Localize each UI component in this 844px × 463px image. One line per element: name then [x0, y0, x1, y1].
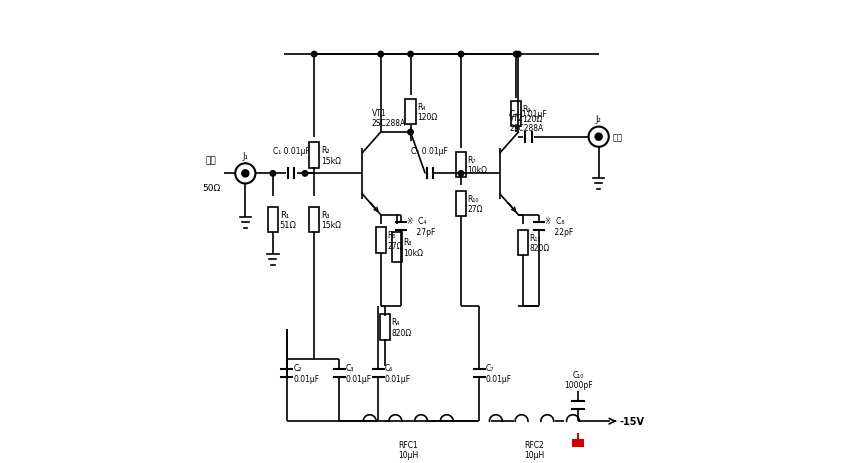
Text: C₅ 0.01μF: C₅ 0.01μF [411, 147, 448, 156]
Text: VT2
2SC288A: VT2 2SC288A [509, 113, 544, 133]
Text: R₇
10kΩ: R₇ 10kΩ [468, 155, 488, 175]
Text: C₇
0.01μF: C₇ 0.01μF [486, 363, 512, 383]
Bar [511, 102, 521, 127]
Circle shape [241, 170, 249, 177]
Bar [518, 230, 528, 255]
Text: R₅
27Ω: R₅ 27Ω [387, 231, 403, 250]
Text: RFC2
10μH: RFC2 10μH [524, 439, 544, 459]
Text: VT1
2SC288A: VT1 2SC288A [371, 109, 406, 128]
Text: ※  C₈
    22pF: ※ C₈ 22pF [544, 217, 573, 236]
Text: C₉ 0.01μF: C₉ 0.01μF [510, 110, 547, 119]
Bar [309, 143, 319, 168]
Text: C₂
0.01μF: C₂ 0.01μF [294, 363, 320, 383]
Bar [309, 207, 319, 232]
Bar [573, 439, 582, 446]
Circle shape [458, 52, 463, 58]
Bar [381, 315, 390, 340]
Text: RFC1
10μH: RFC1 10μH [398, 439, 419, 459]
Text: ※  C₄
    27pF: ※ C₄ 27pF [407, 217, 436, 236]
Circle shape [516, 52, 521, 58]
Circle shape [270, 171, 276, 177]
Bar [456, 191, 466, 216]
Circle shape [408, 130, 414, 136]
Text: 输入: 输入 [206, 156, 216, 165]
Circle shape [458, 171, 463, 177]
Text: R₃
15kΩ: R₃ 15kΩ [321, 210, 341, 230]
Text: C₁₀
1000pF: C₁₀ 1000pF [564, 370, 592, 389]
Text: R₁
51Ω: R₁ 51Ω [279, 210, 296, 230]
Text: 输出: 输出 [613, 133, 622, 142]
Bar [268, 207, 278, 232]
Bar [376, 228, 386, 253]
Text: C₃
0.01μF: C₃ 0.01μF [346, 363, 372, 383]
Text: R₈
10kΩ: R₈ 10kΩ [403, 238, 423, 257]
Text: J₂: J₂ [596, 115, 602, 124]
Bar [405, 100, 415, 125]
Text: R₂
15kΩ: R₂ 15kΩ [321, 146, 341, 165]
Text: -15V: -15V [619, 416, 644, 426]
Text: J₁: J₁ [242, 151, 248, 160]
Text: R₉
120Ω: R₉ 120Ω [522, 105, 543, 124]
Text: C₁ 0.01μF: C₁ 0.01μF [273, 147, 310, 156]
Text: R₁₁
820Ω: R₁₁ 820Ω [529, 233, 549, 252]
Text: C₆
0.01μF: C₆ 0.01μF [385, 363, 411, 383]
Circle shape [595, 134, 603, 141]
Bar [456, 152, 466, 177]
Circle shape [513, 52, 519, 58]
Text: R₁₀
27Ω: R₁₀ 27Ω [468, 194, 483, 213]
Circle shape [302, 171, 308, 177]
Circle shape [408, 52, 414, 58]
Text: R₄
820Ω: R₄ 820Ω [392, 318, 412, 337]
Text: R₄
120Ω: R₄ 120Ω [418, 102, 438, 122]
Bar [392, 232, 402, 262]
Circle shape [378, 52, 383, 58]
Circle shape [311, 52, 316, 58]
Text: 50Ω: 50Ω [202, 183, 220, 192]
